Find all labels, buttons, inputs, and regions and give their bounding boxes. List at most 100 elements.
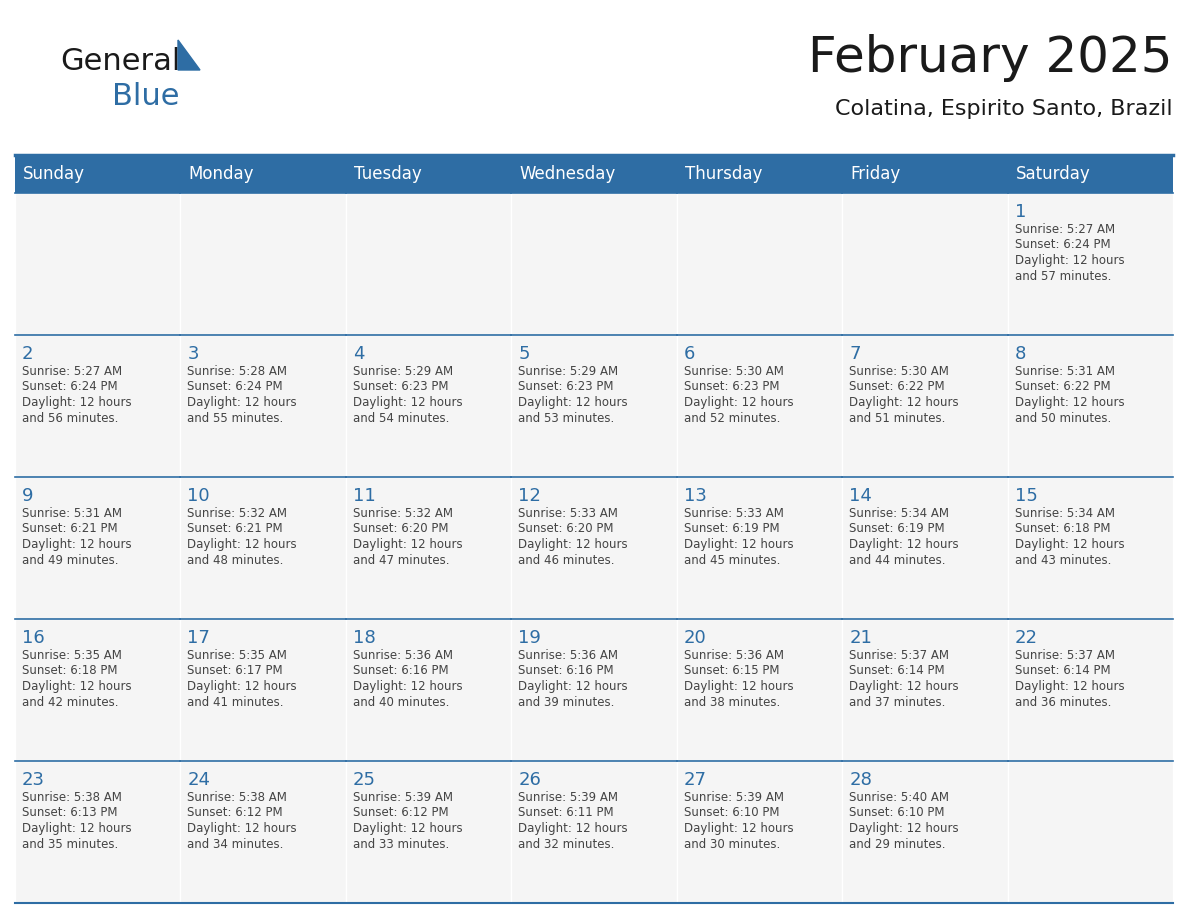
Text: Daylight: 12 hours: Daylight: 12 hours	[684, 538, 794, 551]
Text: Sunset: 6:14 PM: Sunset: 6:14 PM	[849, 665, 944, 677]
Text: Sunset: 6:21 PM: Sunset: 6:21 PM	[188, 522, 283, 535]
Bar	[1007, 619, 1173, 761]
Text: Sunrise: 5:38 AM: Sunrise: 5:38 AM	[23, 791, 122, 804]
Text: and 36 minutes.: and 36 minutes.	[1015, 696, 1111, 709]
Text: Sunrise: 5:31 AM: Sunrise: 5:31 AM	[1015, 365, 1114, 378]
Text: Sunset: 6:12 PM: Sunset: 6:12 PM	[353, 807, 449, 820]
Text: 9: 9	[23, 487, 33, 505]
Text: and 33 minutes.: and 33 minutes.	[353, 837, 449, 850]
Text: Daylight: 12 hours: Daylight: 12 hours	[353, 538, 462, 551]
Bar	[677, 477, 842, 619]
Bar	[677, 761, 842, 903]
Bar	[511, 619, 677, 761]
Text: 18: 18	[353, 629, 375, 647]
Text: Daylight: 12 hours: Daylight: 12 hours	[23, 396, 132, 409]
Text: and 55 minutes.: and 55 minutes.	[188, 411, 284, 424]
Text: and 40 minutes.: and 40 minutes.	[353, 696, 449, 709]
Text: 6: 6	[684, 345, 695, 363]
Text: Sunset: 6:24 PM: Sunset: 6:24 PM	[23, 380, 118, 394]
Text: Sunrise: 5:29 AM: Sunrise: 5:29 AM	[518, 365, 619, 378]
Text: Sunrise: 5:32 AM: Sunrise: 5:32 AM	[353, 507, 453, 520]
Text: Thursday: Thursday	[684, 165, 762, 183]
Text: and 48 minutes.: and 48 minutes.	[188, 554, 284, 566]
Text: and 35 minutes.: and 35 minutes.	[23, 837, 119, 850]
Bar	[181, 477, 346, 619]
Text: 19: 19	[518, 629, 542, 647]
Bar	[346, 193, 511, 335]
Bar	[842, 335, 1007, 477]
Text: and 45 minutes.: and 45 minutes.	[684, 554, 781, 566]
Text: and 39 minutes.: and 39 minutes.	[518, 696, 614, 709]
Bar	[181, 193, 346, 335]
Text: Daylight: 12 hours: Daylight: 12 hours	[849, 680, 959, 693]
Text: Daylight: 12 hours: Daylight: 12 hours	[1015, 538, 1124, 551]
Text: Daylight: 12 hours: Daylight: 12 hours	[518, 538, 628, 551]
Text: Daylight: 12 hours: Daylight: 12 hours	[23, 680, 132, 693]
Text: 26: 26	[518, 771, 542, 789]
Text: Monday: Monday	[189, 165, 254, 183]
Text: 5: 5	[518, 345, 530, 363]
Bar	[346, 761, 511, 903]
Bar	[842, 761, 1007, 903]
Text: Daylight: 12 hours: Daylight: 12 hours	[1015, 680, 1124, 693]
Text: and 37 minutes.: and 37 minutes.	[849, 696, 946, 709]
Text: and 46 minutes.: and 46 minutes.	[518, 554, 614, 566]
Text: and 53 minutes.: and 53 minutes.	[518, 411, 614, 424]
Text: Sunrise: 5:27 AM: Sunrise: 5:27 AM	[23, 365, 122, 378]
Text: Daylight: 12 hours: Daylight: 12 hours	[518, 396, 628, 409]
Text: Sunrise: 5:33 AM: Sunrise: 5:33 AM	[684, 507, 784, 520]
Text: Sunrise: 5:32 AM: Sunrise: 5:32 AM	[188, 507, 287, 520]
Bar	[511, 761, 677, 903]
Text: Sunset: 6:22 PM: Sunset: 6:22 PM	[849, 380, 944, 394]
Text: Sunset: 6:18 PM: Sunset: 6:18 PM	[1015, 522, 1110, 535]
Text: Daylight: 12 hours: Daylight: 12 hours	[188, 396, 297, 409]
Text: Sunset: 6:11 PM: Sunset: 6:11 PM	[518, 807, 614, 820]
Text: 20: 20	[684, 629, 707, 647]
Text: Sunset: 6:23 PM: Sunset: 6:23 PM	[353, 380, 448, 394]
Text: Sunrise: 5:35 AM: Sunrise: 5:35 AM	[188, 649, 287, 662]
Bar	[842, 619, 1007, 761]
Text: Daylight: 12 hours: Daylight: 12 hours	[518, 680, 628, 693]
Bar	[511, 335, 677, 477]
Text: and 56 minutes.: and 56 minutes.	[23, 411, 119, 424]
Text: Sunset: 6:24 PM: Sunset: 6:24 PM	[1015, 239, 1111, 252]
Text: and 44 minutes.: and 44 minutes.	[849, 554, 946, 566]
Text: Sunrise: 5:29 AM: Sunrise: 5:29 AM	[353, 365, 453, 378]
Text: Sunset: 6:23 PM: Sunset: 6:23 PM	[684, 380, 779, 394]
Text: 23: 23	[23, 771, 45, 789]
Text: Sunset: 6:13 PM: Sunset: 6:13 PM	[23, 807, 118, 820]
Bar	[1007, 477, 1173, 619]
Text: Sunday: Sunday	[23, 165, 86, 183]
Text: Sunset: 6:15 PM: Sunset: 6:15 PM	[684, 665, 779, 677]
Text: Sunrise: 5:37 AM: Sunrise: 5:37 AM	[849, 649, 949, 662]
Text: Sunset: 6:20 PM: Sunset: 6:20 PM	[518, 522, 614, 535]
Bar	[842, 477, 1007, 619]
Text: Sunset: 6:18 PM: Sunset: 6:18 PM	[23, 665, 118, 677]
Text: Sunset: 6:19 PM: Sunset: 6:19 PM	[849, 522, 944, 535]
Text: 10: 10	[188, 487, 210, 505]
Text: and 30 minutes.: and 30 minutes.	[684, 837, 781, 850]
Text: Sunrise: 5:35 AM: Sunrise: 5:35 AM	[23, 649, 122, 662]
Text: 16: 16	[23, 629, 45, 647]
Text: Sunset: 6:19 PM: Sunset: 6:19 PM	[684, 522, 779, 535]
Bar	[181, 761, 346, 903]
Text: Sunset: 6:23 PM: Sunset: 6:23 PM	[518, 380, 614, 394]
Text: 22: 22	[1015, 629, 1037, 647]
Text: Sunrise: 5:38 AM: Sunrise: 5:38 AM	[188, 791, 287, 804]
Bar	[1007, 335, 1173, 477]
Text: Sunrise: 5:33 AM: Sunrise: 5:33 AM	[518, 507, 618, 520]
Text: 1: 1	[1015, 203, 1026, 221]
Text: Sunrise: 5:30 AM: Sunrise: 5:30 AM	[684, 365, 784, 378]
Bar	[346, 619, 511, 761]
Text: and 32 minutes.: and 32 minutes.	[518, 837, 614, 850]
Text: and 49 minutes.: and 49 minutes.	[23, 554, 119, 566]
Text: Sunset: 6:14 PM: Sunset: 6:14 PM	[1015, 665, 1111, 677]
Text: 4: 4	[353, 345, 365, 363]
Text: and 51 minutes.: and 51 minutes.	[849, 411, 946, 424]
Text: 7: 7	[849, 345, 860, 363]
Text: 25: 25	[353, 771, 375, 789]
Bar	[15, 335, 181, 477]
Text: and 38 minutes.: and 38 minutes.	[684, 696, 781, 709]
Text: Blue: Blue	[112, 82, 179, 111]
Text: Daylight: 12 hours: Daylight: 12 hours	[849, 396, 959, 409]
